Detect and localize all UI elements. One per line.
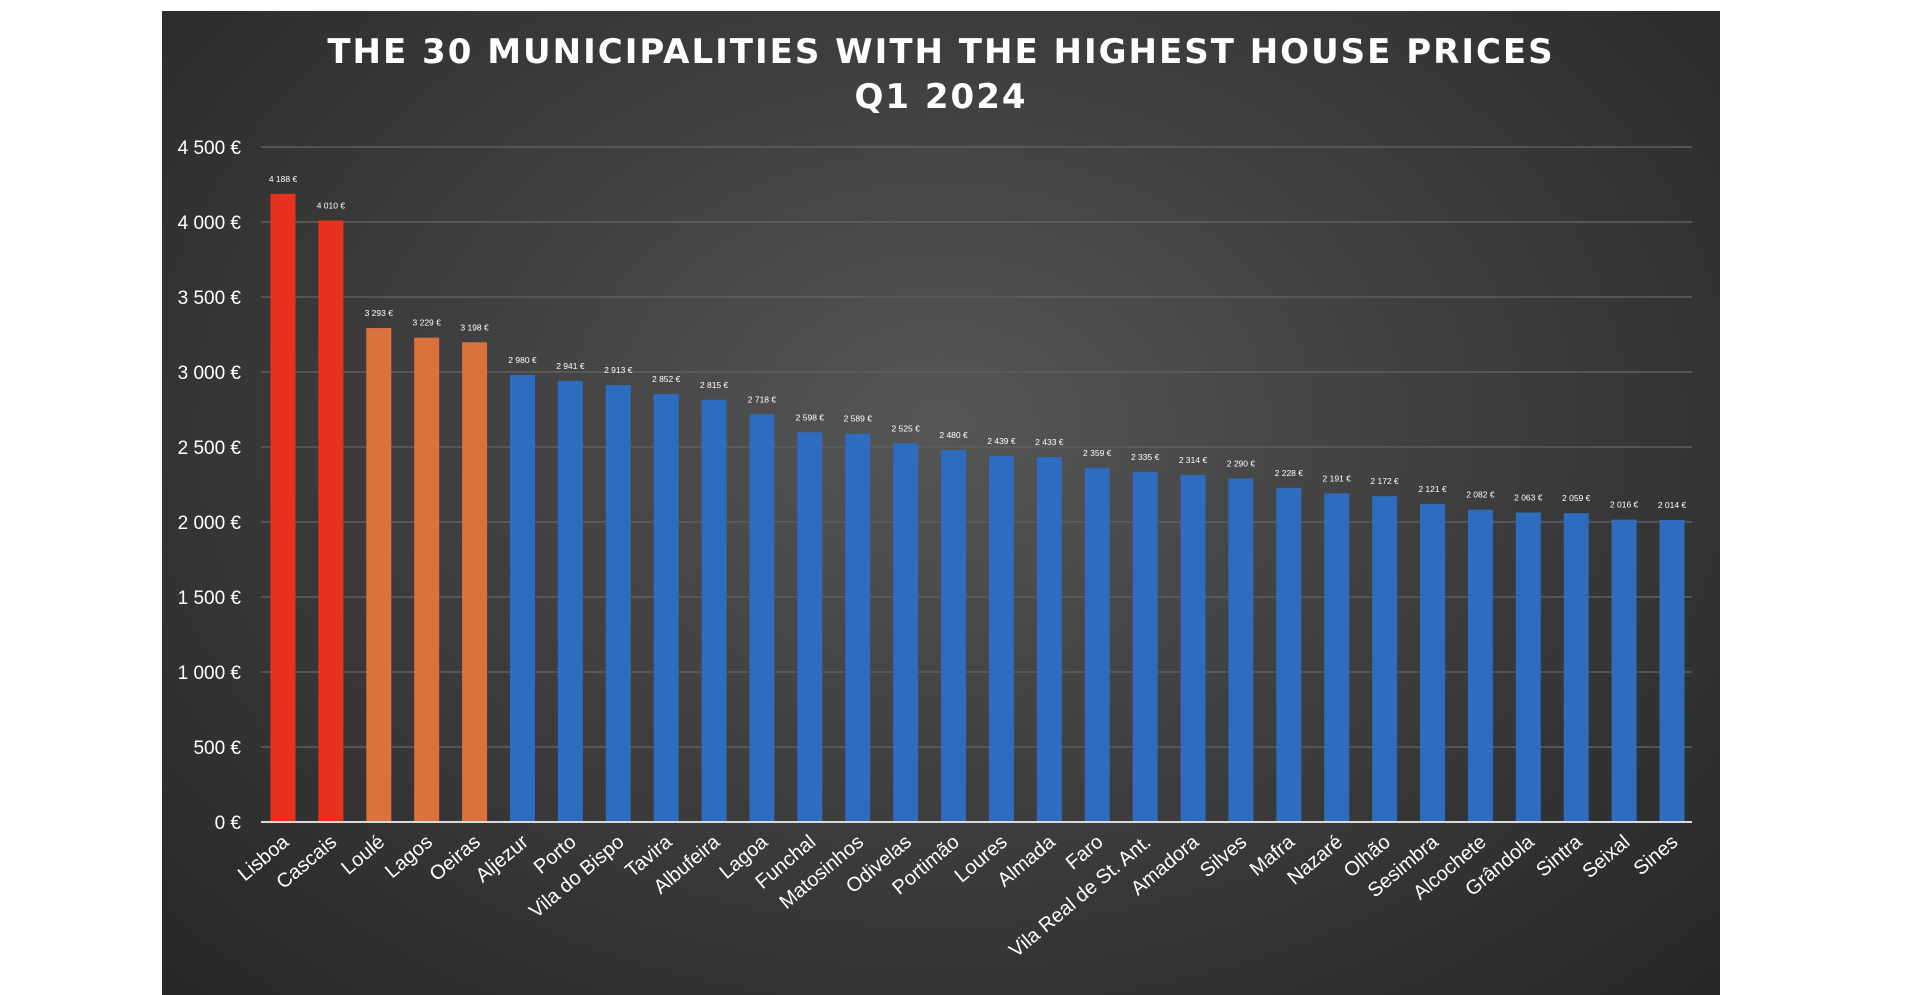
data-label: 4 188 €: [269, 174, 298, 184]
x-tick-label: Sintra: [1532, 830, 1587, 881]
bar: [845, 433, 871, 822]
data-label: 2 016 €: [1610, 500, 1639, 510]
bar: [509, 375, 535, 822]
data-label: 2 059 €: [1562, 493, 1591, 503]
y-tick-label: 1 500 €: [178, 588, 242, 609]
x-tick-label: Lagos: [381, 831, 437, 883]
bars: [270, 193, 1685, 823]
chart-subtitle: Q1 2024: [854, 77, 1027, 117]
data-label: 2 290 €: [1227, 459, 1256, 469]
data-label: 2 433 €: [1035, 437, 1064, 447]
data-label: 2 718 €: [748, 394, 777, 404]
bar: [653, 394, 679, 822]
y-tick-label: 500 €: [193, 738, 241, 759]
bar: [1276, 487, 1302, 822]
chart-title: THE 30 MUNICIPALITIES WITH THE HIGHEST H…: [327, 32, 1554, 72]
x-tick-label: Aljezur: [472, 831, 533, 887]
bar: [893, 443, 919, 822]
data-label: 3 198 €: [460, 322, 489, 332]
data-label: 2 815 €: [700, 380, 729, 390]
data-label: 2 941 €: [556, 361, 585, 371]
x-tick-label: Seixal: [1578, 831, 1634, 883]
bar: [557, 380, 583, 822]
data-label: 2 525 €: [891, 423, 920, 433]
bar: [1659, 519, 1685, 822]
bar: [270, 193, 296, 823]
data-label: 2 913 €: [604, 365, 633, 375]
bar: [1132, 471, 1158, 822]
y-axis-ticks: 0 € 500 € 1 000 € 1 500 € 2 000 € 2 500 € 3 00…: [178, 138, 242, 834]
data-label: 2 014 €: [1658, 500, 1687, 510]
data-label: 2 314 €: [1179, 455, 1208, 465]
x-tick-label: Oeiras: [426, 831, 485, 886]
x-axis-ticks: LisboaCascaisLouléLagosOeirasAljezurPort…: [234, 830, 1682, 962]
data-label: 2 589 €: [844, 414, 873, 424]
bar: [605, 385, 631, 822]
bar: [366, 328, 392, 822]
bar: [749, 414, 775, 822]
bar: [1420, 503, 1446, 822]
bar: [318, 220, 344, 822]
bar: [1467, 509, 1493, 822]
bar: [1180, 474, 1206, 822]
data-label: 2 852 €: [652, 374, 681, 384]
y-tick-label: 4 500 €: [178, 138, 242, 159]
bar: [1611, 519, 1637, 822]
data-label: 3 229 €: [413, 318, 442, 328]
x-tick-label: Nazaré: [1283, 831, 1347, 889]
data-label: 2 063 €: [1514, 493, 1543, 503]
data-label: 2 480 €: [939, 430, 968, 440]
data-label: 2 228 €: [1275, 468, 1304, 478]
bar: [1515, 512, 1541, 822]
data-label: 2 439 €: [987, 436, 1016, 446]
x-tick-label: Sines: [1630, 831, 1682, 880]
data-label: 2 980 €: [508, 355, 537, 365]
data-label: 3 293 €: [365, 308, 394, 318]
bar: [1324, 493, 1350, 822]
y-tick-label: 3 000 €: [178, 363, 242, 384]
gridlines: [261, 146, 1692, 748]
y-tick-label: 1 000 €: [178, 663, 242, 684]
data-label: 2 335 €: [1131, 452, 1160, 462]
chart-panel: THE 30 MUNICIPALITIES WITH THE HIGHEST H…: [162, 11, 1720, 995]
data-label: 4 010 €: [317, 201, 346, 211]
data-labels: 4 188 € 4 010 € 3 293 € 3 229 € 3 198 € 2 980…: [269, 174, 1687, 510]
data-label: 2 191 €: [1323, 473, 1352, 483]
y-tick-label: 2 500 €: [178, 438, 242, 459]
bar: [701, 399, 727, 822]
y-tick-label: 4 000 €: [178, 213, 242, 234]
y-tick-label: 0 €: [215, 813, 242, 834]
data-label: 2 359 €: [1083, 448, 1112, 458]
bar: [1036, 457, 1062, 822]
bar: [941, 450, 967, 822]
data-label: 2 121 €: [1418, 484, 1447, 494]
bar: [414, 337, 440, 822]
bar-chart: THE 30 MUNICIPALITIES WITH THE HIGHEST H…: [178, 32, 1692, 962]
y-tick-label: 2 000 €: [178, 513, 242, 534]
data-label: 2 172 €: [1370, 476, 1399, 486]
bar: [462, 342, 488, 822]
y-tick-label: 3 500 €: [178, 288, 242, 309]
data-label: 2 082 €: [1466, 490, 1495, 500]
bar: [1084, 468, 1110, 822]
bar: [1372, 496, 1398, 822]
bar: [1228, 478, 1254, 822]
x-tick-label: Loulé: [337, 831, 389, 879]
bar: [988, 456, 1014, 822]
bar: [1563, 513, 1589, 822]
data-label: 2 598 €: [796, 412, 825, 422]
bar: [797, 432, 823, 822]
x-tick-label: Silves: [1196, 831, 1251, 882]
